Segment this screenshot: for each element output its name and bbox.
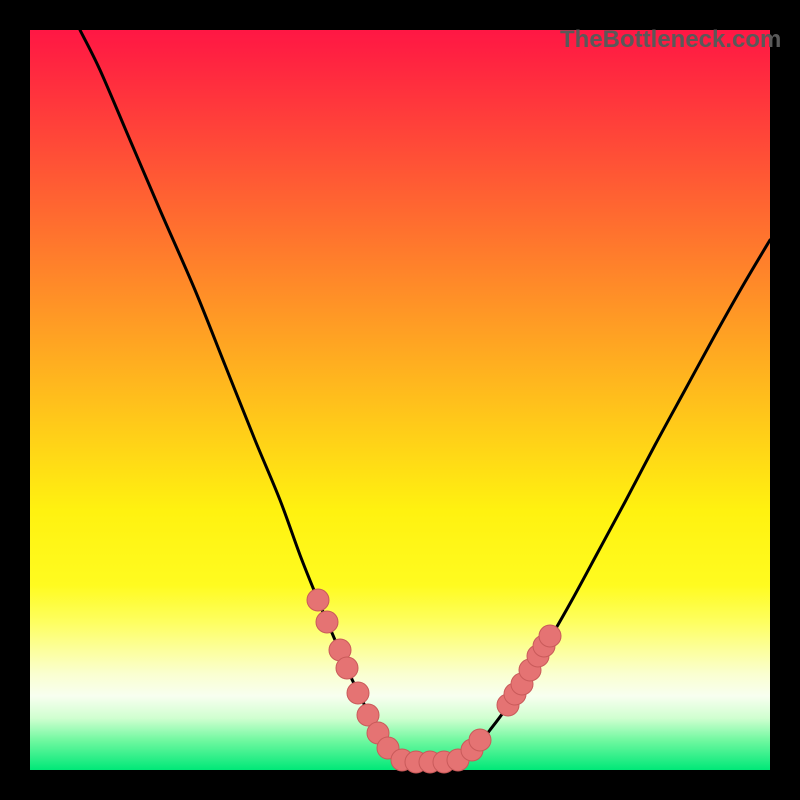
chart-container: TheBottleneck.com (0, 0, 800, 800)
bottleneck-curve-right (460, 240, 770, 762)
data-markers (307, 589, 561, 773)
bottleneck-curve-left (80, 30, 400, 762)
data-marker (539, 625, 561, 647)
data-marker (316, 611, 338, 633)
data-marker (347, 682, 369, 704)
data-marker (469, 729, 491, 751)
data-marker (307, 589, 329, 611)
data-marker (336, 657, 358, 679)
chart-overlay (0, 0, 800, 800)
watermark-text: TheBottleneck.com (560, 26, 781, 54)
